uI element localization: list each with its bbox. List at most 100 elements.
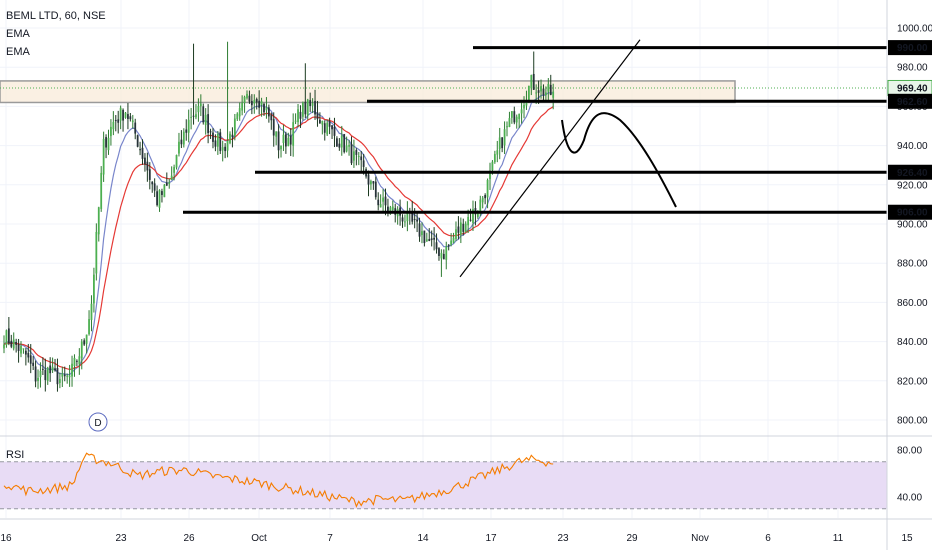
candle-body: [537, 90, 540, 93]
candle-body: [161, 191, 163, 195]
candle-body: [114, 120, 117, 122]
candle-body: [263, 103, 265, 113]
candle-body: [197, 106, 200, 113]
candle-body: [377, 199, 380, 206]
candle-body: [498, 137, 501, 150]
time-tick-label: 17: [485, 533, 497, 544]
candle-body: [192, 115, 195, 117]
price-tick-label: 840.00: [897, 337, 928, 348]
candle-body: [416, 219, 418, 222]
candle-body: [532, 73, 535, 90]
candle-body: [445, 246, 448, 260]
candle-body: [131, 120, 134, 122]
candle-body: [362, 160, 365, 167]
indicator-ema-1: EMA: [6, 28, 31, 40]
candle-body: [170, 175, 173, 181]
candle-body: [83, 340, 86, 345]
candle-body: [530, 75, 533, 89]
candle-body: [253, 100, 256, 104]
candle-body: [370, 181, 372, 185]
candle-body: [518, 113, 521, 120]
supply-zone: [0, 80, 887, 104]
candle-body: [267, 107, 270, 117]
candle-body: [389, 207, 392, 214]
candle-body: [430, 238, 433, 240]
candle-body: [202, 106, 205, 123]
candle-body: [374, 181, 377, 198]
candle-body: [338, 143, 341, 148]
candle-body: [367, 174, 370, 185]
candle-body: [76, 360, 78, 362]
candle-body: [7, 328, 10, 344]
time-tick-label: 6: [765, 533, 771, 544]
candle-body: [80, 341, 83, 359]
candle-body: [496, 150, 499, 155]
candle-body: [270, 114, 273, 121]
candle-body: [10, 340, 13, 347]
candles: [3, 41, 555, 392]
candle-body: [212, 132, 214, 142]
candle-body: [469, 219, 472, 221]
candle-body: [63, 374, 66, 377]
candle-body: [428, 239, 431, 242]
candle-body: [360, 156, 363, 161]
candle-body: [226, 140, 229, 151]
candle-body: [100, 172, 103, 209]
candle-body: [41, 368, 44, 370]
candle-body: [343, 134, 346, 153]
candle-body: [199, 103, 202, 107]
candle-body: [265, 107, 268, 111]
candle-body: [112, 121, 115, 130]
candle-body: [22, 348, 25, 350]
price-tick-label: 800.00: [897, 416, 928, 427]
zone-rect: [0, 80, 736, 104]
candle-body: [484, 195, 487, 199]
rsi-pane: [0, 452, 887, 510]
candle-body: [15, 341, 18, 345]
candle-body: [481, 197, 484, 203]
candle-body: [158, 190, 161, 208]
candle-body: [459, 222, 462, 235]
candle-body: [479, 199, 482, 214]
candle-body: [148, 169, 151, 180]
candle-body: [513, 111, 516, 123]
candle-body: [190, 116, 193, 118]
candle-body: [486, 179, 489, 198]
candle-body: [277, 131, 280, 151]
chart-title: BEML LTD, 60, NSE: [6, 10, 106, 22]
candle-body: [51, 366, 54, 371]
candle-body: [255, 98, 258, 103]
candle-body: [418, 223, 421, 237]
candle-body: [379, 204, 382, 208]
candle-body: [501, 137, 504, 149]
price-tick-label: 940.00: [897, 141, 928, 152]
candle-body: [299, 111, 302, 119]
candle-body: [93, 274, 95, 304]
candle-body: [520, 109, 523, 114]
candle-body: [136, 135, 139, 147]
candle-body: [66, 375, 69, 377]
candle-body: [39, 370, 42, 378]
candle-body: [29, 355, 32, 364]
drawings: D: [88, 39, 887, 432]
candle-body: [382, 197, 384, 202]
candle-body: [323, 123, 326, 133]
candle-body: [231, 134, 234, 138]
candle-body: [238, 108, 241, 117]
candle-body: [425, 239, 428, 242]
price-tick-label: 860.00: [897, 298, 928, 309]
candle-body: [457, 226, 460, 233]
candle-body: [464, 223, 467, 233]
candle-body: [272, 119, 275, 136]
trendline: [459, 39, 641, 278]
candle-body: [406, 211, 409, 222]
candle-body: [372, 181, 375, 184]
candle-body: [340, 135, 343, 148]
candle-body: [510, 111, 513, 118]
candle-body: [5, 330, 8, 346]
candle-body: [284, 134, 287, 147]
candle-body: [525, 101, 528, 106]
candle-body: [476, 212, 479, 217]
